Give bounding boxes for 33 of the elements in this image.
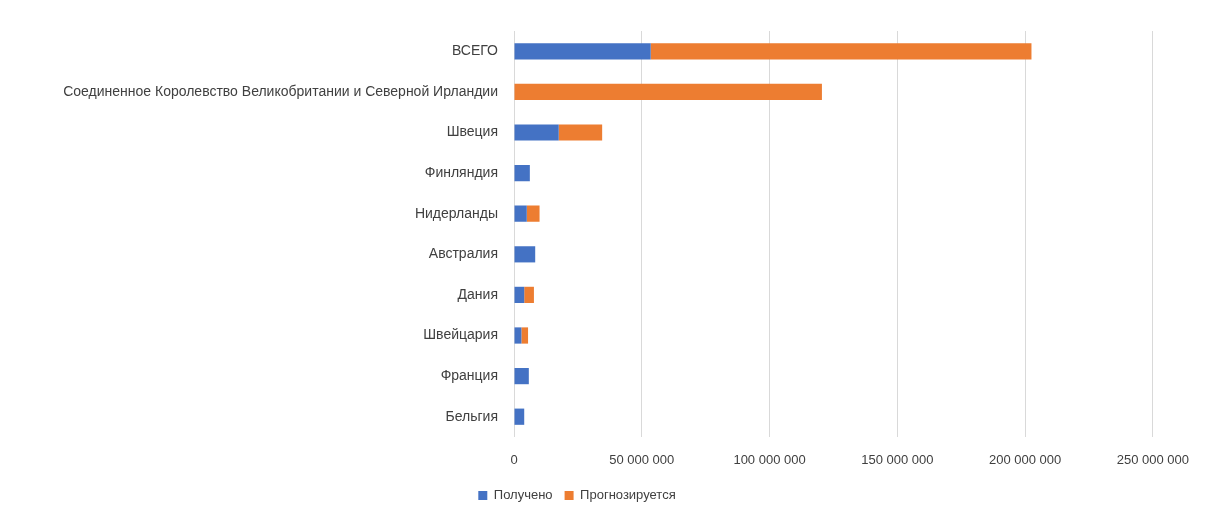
bar (514, 83, 822, 101)
y-tick-label: Нидерланды (414, 204, 498, 221)
bar (514, 286, 525, 304)
x-tick-label: 50 000 000 (609, 452, 675, 468)
y-tick-label: Соединенное Королевство Великобритании и Северной Ирландии (63, 82, 498, 99)
bar (514, 367, 529, 385)
bar (514, 43, 651, 60)
bar (650, 43, 1032, 60)
y-tick-label: Швеция (446, 123, 498, 140)
bar (514, 124, 559, 141)
y-tick-label: Австралия (428, 245, 498, 262)
x-tick-label: 200 000 000 (988, 452, 1062, 468)
x-tick-label: 100 000 000 (733, 452, 806, 468)
legend-label: Прогнозируется (580, 487, 676, 503)
legend-label: Получено (493, 487, 553, 503)
bar (514, 408, 525, 425)
bar (514, 205, 527, 222)
bar (526, 205, 540, 222)
x-tick-label: 0 (510, 452, 518, 468)
y-tick-label: ВСЕГО (451, 42, 499, 59)
y-tick-label: Бельгия (445, 407, 498, 424)
y-tick-label: Швейцария (423, 326, 498, 343)
y-tick-label: Дания (457, 285, 498, 302)
bar (514, 164, 530, 182)
bar (514, 327, 522, 344)
x-tick-label: 250 000 000 (1116, 452, 1189, 468)
y-tick-label: Франция (440, 366, 498, 383)
x-tick-label: 150 000 000 (861, 452, 934, 468)
bar (514, 246, 536, 263)
bar (521, 327, 529, 344)
bar (524, 286, 534, 304)
y-tick-label: Финляндия (424, 163, 498, 180)
bar (558, 124, 603, 141)
